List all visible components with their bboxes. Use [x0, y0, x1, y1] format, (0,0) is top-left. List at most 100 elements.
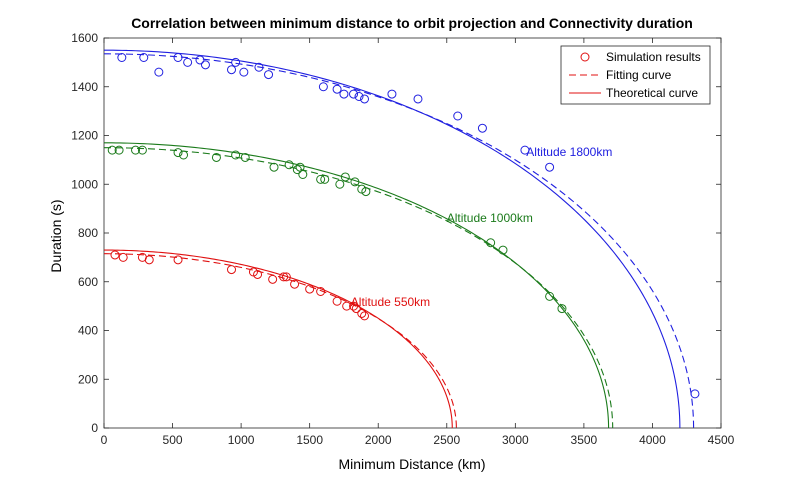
data-point [179, 150, 189, 160]
x-tick-label: 0 [101, 433, 108, 447]
data-point [183, 57, 193, 67]
y-tick-label: 400 [78, 324, 98, 338]
data-point [239, 67, 249, 77]
data-point [486, 238, 496, 248]
data-point [545, 162, 555, 172]
chart-title: Correlation between minimum distance to … [131, 15, 693, 31]
data-point [332, 296, 342, 306]
y-tick-label: 0 [91, 421, 98, 435]
data-point [349, 89, 359, 99]
x-tick-label: 500 [163, 433, 183, 447]
data-point [340, 172, 350, 182]
legend-label: Theoretical curve [606, 86, 698, 100]
theoretical-curve-2 [103, 249, 453, 429]
legend-label: Simulation results [606, 50, 701, 64]
data-point [131, 145, 141, 155]
data-point [254, 62, 264, 72]
data-point [305, 284, 315, 294]
data-point [357, 308, 367, 318]
legend: Simulation results Fitting curve Theoretic… [560, 45, 711, 105]
data-point [268, 274, 278, 284]
x-tick-label: 3000 [502, 433, 529, 447]
theoretical-curve-0 [103, 49, 681, 429]
data-point [284, 160, 294, 170]
data-point [332, 84, 342, 94]
x-axis-label: Minimum Distance (km) [338, 456, 485, 472]
x-tick-label: 4500 [708, 433, 735, 447]
data-point [387, 89, 397, 99]
legend-box [560, 45, 711, 105]
data-point [154, 67, 164, 77]
data-point [545, 291, 555, 301]
data-point [173, 255, 183, 265]
x-tick-label: 2000 [365, 433, 392, 447]
series-annotation: Altitude 550km [351, 295, 430, 309]
theoretical-curve-1 [103, 142, 610, 429]
data-point [690, 389, 700, 399]
data-point [195, 55, 205, 65]
y-tick-label: 600 [78, 275, 98, 289]
fitting-curve-1 [103, 147, 614, 429]
data-point [498, 245, 508, 255]
y-tick-label: 200 [78, 372, 98, 386]
data-point [339, 89, 349, 99]
data-point [173, 53, 183, 62]
data-point [227, 265, 237, 275]
data-point [360, 311, 370, 321]
x-tick-label: 2500 [433, 433, 460, 447]
plot-area: 0 500 1000 1500 2000 2500 3000 3500 4000 4500 0 200… [71, 31, 734, 447]
legend-label: Fitting curve [606, 68, 672, 82]
data-point [316, 287, 326, 296]
data-point [137, 145, 147, 155]
data-point [413, 94, 423, 104]
data-point [477, 123, 487, 133]
y-tick-label: 1600 [71, 31, 98, 45]
data-point [211, 152, 221, 162]
series-annotation: Altitude 1800km [526, 145, 612, 159]
legend-marker-icon [580, 52, 590, 62]
data-point [360, 94, 370, 104]
data-point [453, 111, 463, 121]
data-point [335, 179, 345, 189]
fitting-curve-2 [104, 253, 457, 429]
data-point [231, 150, 241, 160]
data-point [269, 162, 279, 172]
fitting-curve-0 [103, 53, 695, 429]
data-point [350, 177, 360, 187]
data-point [107, 145, 117, 155]
y-tick-label: 1400 [71, 80, 98, 94]
data-point [227, 65, 237, 75]
data-point [520, 145, 530, 155]
data-point [117, 53, 127, 62]
y-axis-label: Duration (s) [48, 199, 64, 272]
data-point [240, 152, 250, 162]
data-point [557, 304, 567, 314]
data-point [292, 165, 302, 175]
data-point [351, 304, 361, 314]
data-point [110, 250, 120, 260]
data-point [342, 301, 352, 311]
data-point [320, 174, 330, 184]
data-point [354, 92, 364, 101]
data-point [114, 145, 124, 155]
data-point [253, 269, 263, 279]
x-tick-label: 1500 [296, 433, 323, 447]
data-point [173, 148, 183, 158]
data-point [279, 272, 289, 282]
data-point [349, 301, 359, 311]
data-point [281, 272, 291, 282]
x-tick-label: 4000 [639, 433, 666, 447]
x-tick-label: 1000 [228, 433, 255, 447]
data-point [290, 279, 300, 289]
data-point [298, 170, 308, 179]
y-tick-label: 1000 [71, 177, 98, 191]
data-point [318, 82, 328, 92]
data-point [144, 255, 154, 265]
data-point [139, 53, 149, 62]
y-tick-label: 800 [78, 226, 98, 240]
series-annotation: Altitude 1000km [447, 211, 533, 225]
x-tick-label: 3500 [571, 433, 598, 447]
data-point [361, 187, 371, 197]
data-point [264, 70, 274, 80]
